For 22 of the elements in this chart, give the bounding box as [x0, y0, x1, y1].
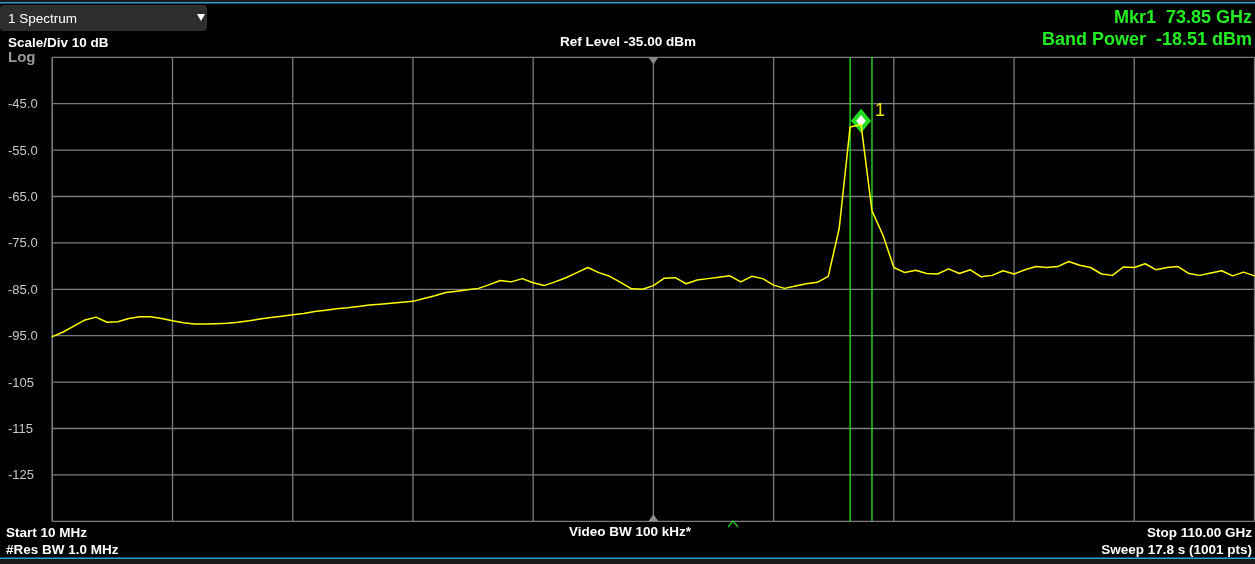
text: Scale/Div 10 dB [8, 34, 109, 50]
y-tick-label: -45.0 [8, 96, 38, 112]
text: Stop 110.00 GHz [1146, 524, 1253, 540]
text: Log [8, 47, 36, 65]
line-series [51, 123, 1255, 338]
text: Band Power -18.51 dBm [1041, 29, 1252, 49]
chart-title: 1 Spectrum [8, 10, 78, 26]
y-tick-label: -105 [8, 374, 35, 390]
y-tick-label: -55.0 [8, 142, 38, 158]
series-label: 1 [874, 99, 885, 120]
text: Video BW 100 kHz* [568, 523, 692, 539]
y-tick-label: -95.0 [8, 328, 38, 344]
y-tick-label: -125 [8, 467, 35, 483]
y-tick-label: -75.0 [8, 235, 38, 251]
y-tick-label: -85.0 [8, 281, 38, 297]
text: Mkr1 73.85 GHz [1113, 7, 1252, 27]
text: Start 10 MHz [6, 524, 88, 540]
text: Sweep 17.8 s (1001 pts) [1101, 541, 1252, 557]
text: Ref Level -35.00 dBm [560, 33, 696, 49]
y-tick-label: -115 [8, 421, 34, 436]
text: #Res BW 1.0 MHz [6, 541, 119, 557]
y-tick-label: -65.0 [8, 189, 38, 204]
